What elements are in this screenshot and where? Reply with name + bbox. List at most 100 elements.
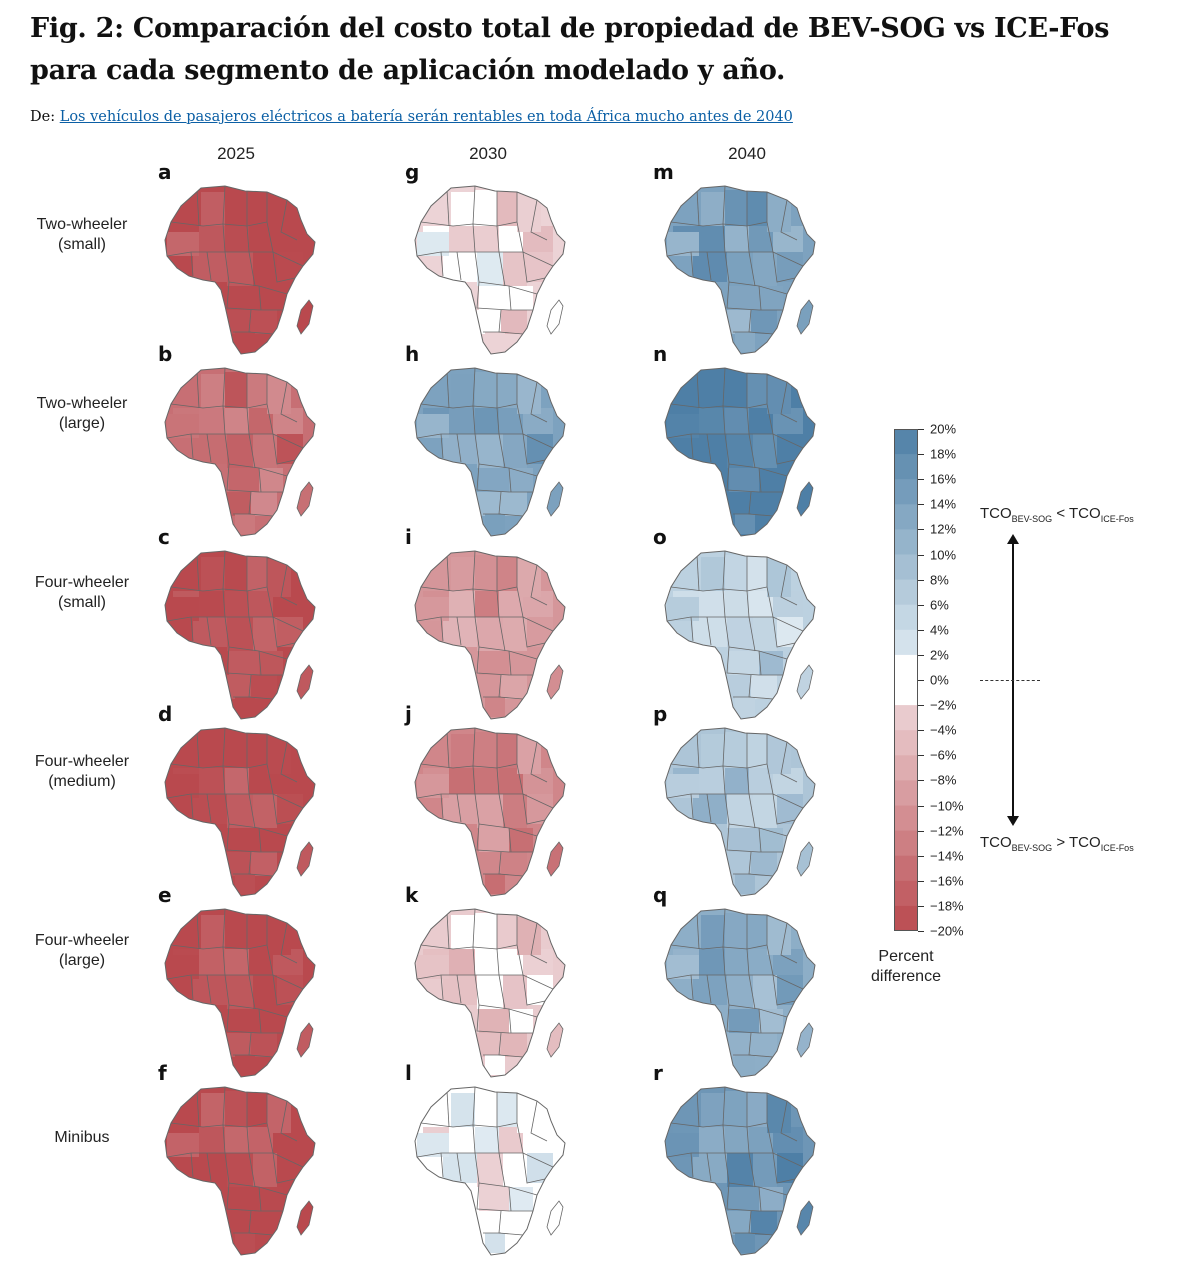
country-region [475, 555, 497, 591]
colorbar-block [894, 780, 918, 807]
country-border [272, 1152, 296, 1184]
colorbar-tick-label: 18% [930, 446, 957, 462]
country-border [766, 915, 774, 976]
map-panel-c [163, 547, 323, 725]
country-region [725, 372, 747, 408]
source-article-link[interactable]: Los vehículos de pasajeros eléctricos a … [59, 109, 793, 125]
colorbar-tick-label: 2% [930, 647, 949, 663]
country-border [746, 914, 750, 976]
country-region [727, 675, 751, 699]
panel-letter-i: i [405, 525, 412, 549]
country-region [699, 408, 725, 434]
country-border [746, 191, 750, 253]
colorbar-tick-label: −14% [930, 848, 964, 864]
country-border [516, 374, 524, 435]
country-border [748, 433, 756, 469]
country-border [248, 251, 256, 287]
country-region [693, 794, 727, 824]
country-border [456, 974, 462, 1004]
country-border [266, 557, 274, 618]
country-region [725, 1127, 749, 1153]
country-border [746, 1092, 750, 1154]
country-region [201, 734, 225, 768]
country-border [726, 1182, 783, 1212]
country-region [251, 1033, 277, 1057]
country-region [227, 434, 253, 468]
colorbar-tick [918, 454, 924, 456]
country-region [725, 1091, 747, 1127]
country-border [722, 909, 726, 976]
country-border [690, 616, 694, 642]
country-border [416, 433, 554, 449]
country-region [477, 1033, 501, 1057]
country-region [277, 617, 303, 647]
country-region [225, 1127, 249, 1153]
country-region [227, 252, 253, 286]
country-border [206, 793, 212, 823]
country-border [166, 616, 304, 632]
country-border [416, 251, 554, 267]
country-border [206, 433, 212, 463]
country-border [746, 733, 750, 795]
country-region [477, 794, 503, 828]
panel-letter-o: o [653, 525, 667, 549]
continent-outline [164, 908, 316, 1078]
country-region [277, 975, 303, 1005]
africa-map-r [664, 1086, 816, 1256]
country-region [417, 955, 449, 979]
country-region [449, 408, 475, 434]
country-region [485, 1233, 505, 1253]
panel-letter-c: c [158, 525, 170, 549]
country-border [522, 251, 546, 283]
country-region [443, 617, 477, 647]
colorbar-block [894, 905, 918, 931]
madagascar [296, 841, 314, 877]
country-region [501, 675, 527, 699]
country-border [706, 974, 712, 1004]
country-region [667, 597, 699, 621]
country-border [446, 912, 450, 950]
country-border [440, 616, 444, 642]
country-region [729, 828, 759, 852]
colorbar-tick [918, 504, 924, 506]
country-border [508, 1008, 512, 1034]
country-region [735, 332, 755, 352]
country-region [443, 1153, 477, 1183]
country-region [227, 1153, 253, 1187]
country-border [498, 251, 506, 287]
colorbar-tick-label: −6% [930, 747, 957, 763]
country-border [226, 1182, 283, 1212]
country-region [777, 434, 803, 464]
colorbar-tick-label: 6% [930, 597, 949, 613]
country-border [224, 793, 288, 837]
country-region [501, 852, 527, 876]
country-border [474, 251, 538, 295]
annotation-bev-cheaper: TCOBEV-SOG < TCOICE-Fos [980, 505, 1134, 524]
country-region [451, 734, 475, 768]
country-region [451, 915, 475, 949]
map-panel-k [413, 905, 573, 1083]
country-region [475, 1127, 499, 1153]
country-border [272, 433, 296, 465]
continent-outline [664, 550, 816, 720]
country-region [477, 617, 503, 651]
country-region [509, 1187, 533, 1211]
country-region [167, 1133, 199, 1157]
colorbar-tick [918, 830, 924, 832]
country-border [440, 433, 444, 459]
country-border [766, 557, 774, 618]
country-region [527, 794, 553, 824]
country-region [485, 332, 505, 352]
country-region [759, 1009, 783, 1033]
country-region [277, 794, 303, 824]
country-region [251, 310, 277, 334]
country-region [527, 434, 553, 464]
country-region [759, 286, 783, 310]
country-border [724, 433, 788, 477]
country-border [416, 974, 554, 990]
map-panel-j [413, 724, 573, 902]
country-region [725, 555, 747, 591]
row-label: Four-wheeler (medium) [34, 753, 130, 790]
country-region [193, 975, 227, 1005]
madagascar [296, 299, 314, 335]
